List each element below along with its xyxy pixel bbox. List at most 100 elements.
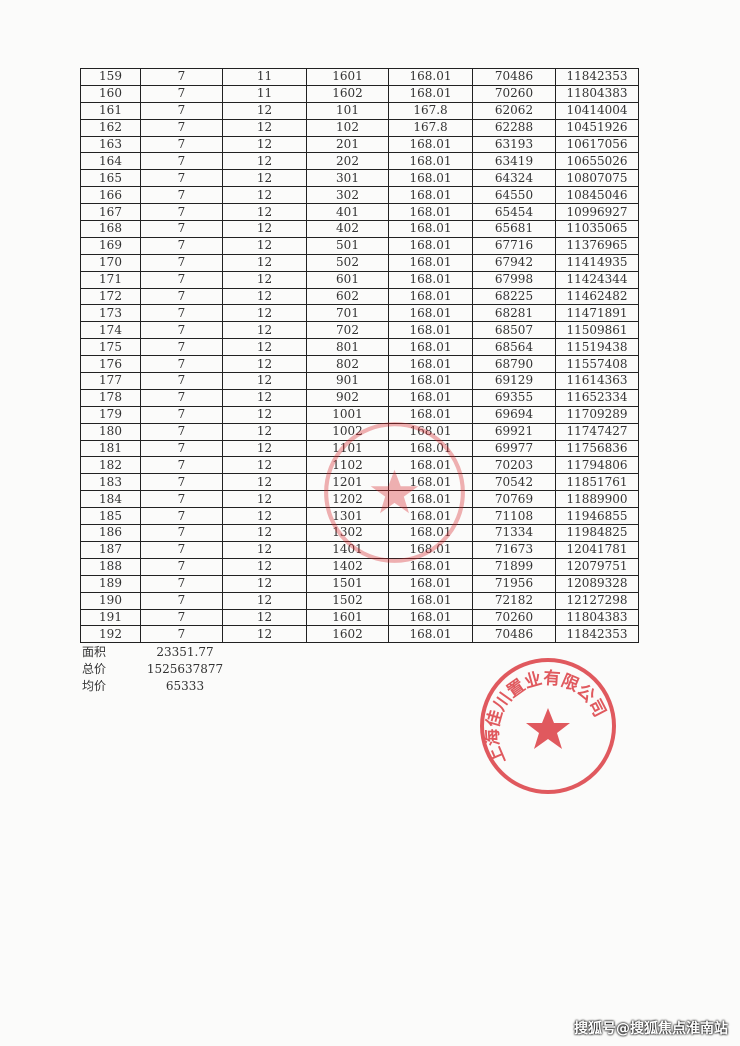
table-cell: 11842353 — [555, 625, 639, 644]
table-cell: 12 — [222, 355, 307, 374]
table-cell: 11756836 — [555, 439, 639, 458]
table-cell: 11709289 — [555, 405, 639, 424]
table-cell: 12 — [222, 186, 307, 205]
table-cell: 70260 — [472, 84, 556, 103]
table-cell: 7 — [140, 186, 223, 205]
table-cell: 11414935 — [555, 253, 639, 272]
table-cell: 168.01 — [388, 287, 473, 306]
table-cell: 175 — [80, 338, 141, 357]
table-row: 164 7 12 202 168.01 63419 10655026 — [80, 152, 639, 171]
table-row: 174 7 12 702 168.01 68507 11509861 — [80, 321, 639, 340]
table-cell: 71899 — [472, 557, 556, 576]
table-cell: 201 — [306, 135, 389, 154]
table-cell: 168.01 — [388, 169, 473, 188]
table-row: 170 7 12 502 168.01 67942 11414935 — [80, 253, 639, 272]
table-cell: 168.01 — [388, 422, 473, 441]
table-cell: 301 — [306, 169, 389, 188]
table-cell: 178 — [80, 388, 141, 407]
table-cell: 1402 — [306, 557, 389, 576]
table-cell: 10996927 — [555, 203, 639, 222]
table-cell: 7 — [140, 388, 223, 407]
table-row: 173 7 12 701 168.01 68281 11471891 — [80, 304, 639, 323]
table-cell: 168.01 — [388, 355, 473, 374]
area-label: 面积 — [82, 645, 107, 660]
table-cell: 11 — [222, 68, 307, 86]
table-cell: 11471891 — [555, 304, 639, 323]
table-cell: 70260 — [472, 608, 556, 627]
table-cell: 12 — [222, 236, 307, 255]
table-cell: 1401 — [306, 540, 389, 559]
table-row: 175 7 12 801 168.01 68564 11519438 — [80, 338, 639, 357]
table-cell: 168.01 — [388, 321, 473, 340]
table-row: 163 7 12 201 168.01 63193 10617056 — [80, 135, 639, 154]
table-cell: 166 — [80, 186, 141, 205]
table-cell: 801 — [306, 338, 389, 357]
table-cell: 11557408 — [555, 355, 639, 374]
table-cell: 12 — [222, 135, 307, 154]
table-cell: 11035065 — [555, 220, 639, 238]
table-cell: 7 — [140, 372, 223, 390]
table-cell: 7 — [140, 101, 223, 120]
table-cell: 168 — [80, 220, 141, 238]
table-cell: 65681 — [472, 220, 556, 238]
table-cell: 12 — [222, 220, 307, 238]
table-cell: 7 — [140, 574, 223, 593]
table-cell: 7 — [140, 321, 223, 340]
table-cell: 12 — [222, 338, 307, 357]
table-cell: 168.01 — [388, 152, 473, 171]
table-row: 169 7 12 501 168.01 67716 11376965 — [80, 236, 639, 255]
table-cell: 65454 — [472, 203, 556, 222]
table-cell: 1302 — [306, 524, 389, 542]
table-cell: 7 — [140, 287, 223, 306]
table-cell: 168.01 — [388, 574, 473, 593]
table-cell: 70486 — [472, 68, 556, 86]
table-row: 161 7 12 101 167.8 62062 10414004 — [80, 101, 639, 120]
table-cell: 182 — [80, 456, 141, 475]
table-cell: 186 — [80, 524, 141, 542]
table-cell: 12 — [222, 422, 307, 441]
company-seal: 上海佳川置业有限公司 — [480, 658, 616, 794]
table-cell: 11804383 — [555, 608, 639, 627]
table-cell: 180 — [80, 422, 141, 441]
table-row: 185 7 12 1301 168.01 71108 11946855 — [80, 507, 639, 526]
table-cell: 12127298 — [555, 591, 639, 610]
table-cell: 11376965 — [555, 236, 639, 255]
table-cell: 7 — [140, 608, 223, 627]
table-cell: 12 — [222, 439, 307, 458]
table-cell: 69977 — [472, 439, 556, 458]
table-cell: 11424344 — [555, 270, 639, 289]
table-cell: 11614363 — [555, 372, 639, 390]
table-cell: 10414004 — [555, 101, 639, 120]
table-cell: 163 — [80, 135, 141, 154]
table-cell: 12 — [222, 372, 307, 390]
table-cell: 167.8 — [388, 101, 473, 120]
table-cell: 7 — [140, 203, 223, 222]
table-cell: 189 — [80, 574, 141, 593]
table-cell: 1102 — [306, 456, 389, 475]
table-cell: 170 — [80, 253, 141, 272]
table-cell: 71334 — [472, 524, 556, 542]
table-row: 186 7 12 1302 168.01 71334 11984825 — [80, 524, 639, 542]
table-row: 160 7 11 1602 168.01 70260 11804383 — [80, 84, 639, 103]
table-cell: 179 — [80, 405, 141, 424]
table-cell: 11 — [222, 84, 307, 103]
table-cell: 1301 — [306, 507, 389, 526]
table-cell: 1602 — [306, 625, 389, 644]
avg-price-value: 65333 — [165, 679, 205, 694]
table-cell: 11984825 — [555, 524, 639, 542]
table-cell: 67998 — [472, 270, 556, 289]
table-row: 159 7 11 1601 168.01 70486 11842353 — [80, 68, 639, 86]
table-row: 179 7 12 1001 168.01 69694 11709289 — [80, 405, 639, 424]
table-cell: 168.01 — [388, 557, 473, 576]
table-cell: 601 — [306, 270, 389, 289]
table-row: 188 7 12 1402 168.01 71899 12079751 — [80, 557, 639, 576]
table-cell: 12 — [222, 557, 307, 576]
table-cell: 7 — [140, 524, 223, 542]
watermark: 搜狐号@搜狐焦点淮南站 — [574, 1021, 728, 1037]
table-cell: 802 — [306, 355, 389, 374]
table-row: 178 7 12 902 168.01 69355 11652334 — [80, 388, 639, 407]
table-cell: 7 — [140, 422, 223, 441]
table-cell: 12 — [222, 321, 307, 340]
table-cell: 101 — [306, 101, 389, 120]
table-cell: 10845046 — [555, 186, 639, 205]
